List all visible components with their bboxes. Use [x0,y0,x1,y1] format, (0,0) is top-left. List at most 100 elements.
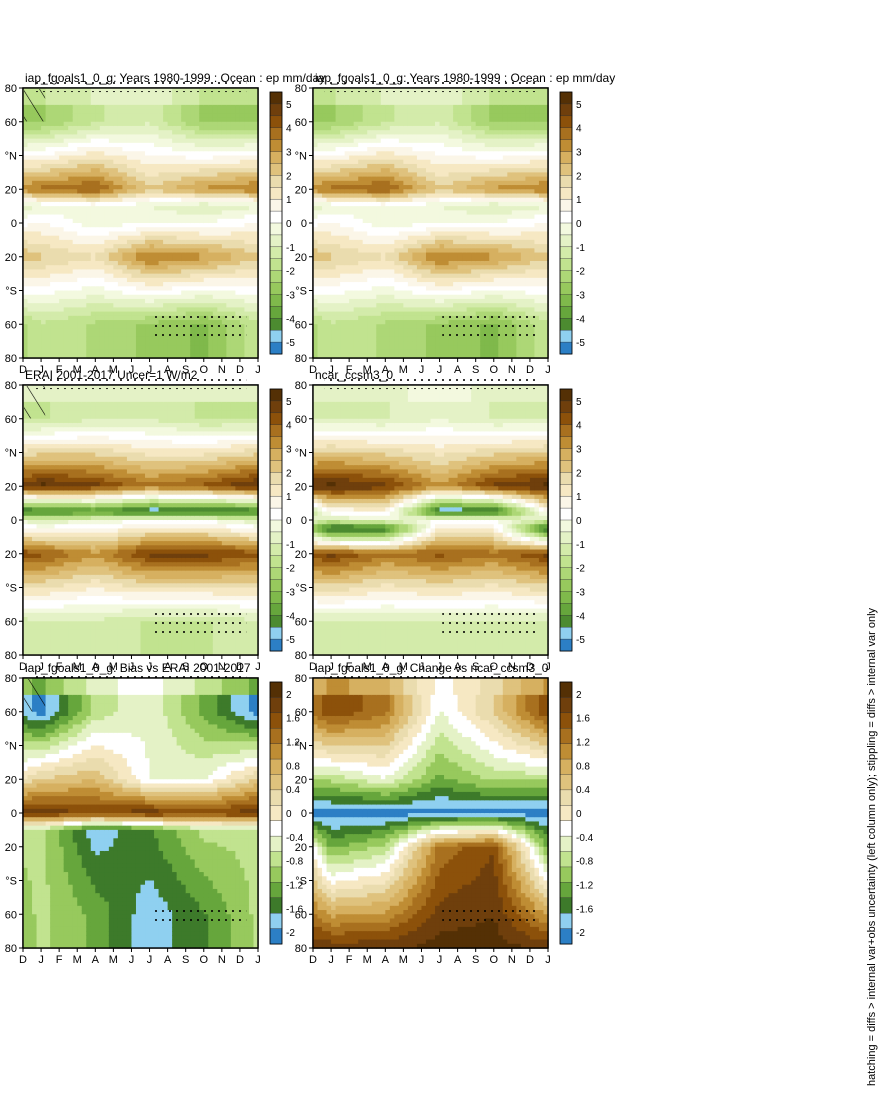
heatmap-cell [327,253,332,258]
heatmap-cell [145,122,150,127]
heatmap-cell [177,96,182,101]
heatmap-cell [222,181,227,186]
heatmap-cell [358,312,363,317]
heatmap-cell [417,118,422,123]
heatmap-cell [86,269,91,274]
heatmap-cell [50,151,55,156]
heatmap-cell [136,341,141,346]
heatmap-cell [64,350,69,355]
heatmap-cell [118,236,123,241]
heatmap-cell [363,105,368,110]
heatmap-cell [345,227,350,232]
heatmap-cell [390,168,395,173]
heatmap-cell [104,113,109,118]
heatmap-cell [154,337,159,342]
heatmap-cell [104,265,109,270]
heatmap-cell [354,269,359,274]
heatmap-cell [313,143,318,148]
heatmap-cell [100,109,105,114]
heatmap-cell [186,286,191,291]
heatmap-cell [73,177,78,182]
heatmap-cell [417,92,422,97]
heatmap-cell [399,299,404,304]
heatmap-cell [109,345,114,350]
heatmap-cell [226,227,231,232]
heatmap-cell [381,248,386,253]
heatmap-cell [235,240,240,245]
heatmap-cell [23,139,28,144]
heatmap-cell [403,156,408,161]
heatmap-cell [217,210,222,215]
heatmap-cell [59,181,64,186]
heatmap-cell [118,299,123,304]
heatmap-cell [154,181,159,186]
heatmap-cell [46,223,51,228]
heatmap-cell [190,177,195,182]
heatmap-cell [37,236,42,241]
heatmap-cell [249,350,254,355]
heatmap-cell [249,215,254,220]
heatmap-cell [318,101,323,106]
heatmap-cell [231,350,236,355]
heatmap-cell [109,198,114,203]
heatmap-cell [417,265,422,270]
heatmap-cell [100,261,105,266]
heatmap-cell [318,113,323,118]
heatmap-cell [163,274,168,279]
heatmap-cell [73,337,78,342]
heatmap-cell [222,202,227,207]
heatmap-cell [118,109,123,114]
heatmap-cell [177,105,182,110]
heatmap-cell [349,307,354,312]
heatmap-cell [145,109,150,114]
heatmap-cell [367,312,372,317]
heatmap-cell [213,198,218,203]
heatmap-cell [122,147,127,152]
heatmap-cell [59,236,64,241]
heatmap-cell [145,295,150,300]
heatmap-cell [345,244,350,249]
heatmap-cell [77,202,82,207]
heatmap-cell [349,350,354,355]
heatmap-cell [190,261,195,266]
heatmap-cell [249,96,254,101]
heatmap-cell [141,96,146,101]
heatmap-cell [244,168,249,173]
heatmap-cell [68,223,73,228]
heatmap-cell [127,92,132,97]
heatmap-cell [195,92,200,97]
heatmap-cell [59,105,64,110]
heatmap-cell [64,126,69,131]
heatmap-cell [403,328,408,333]
heatmap-cell [240,160,245,165]
heatmap-cell [73,231,78,236]
heatmap-cell [313,303,318,308]
heatmap-cell [331,312,336,317]
heatmap-cell [136,307,141,312]
heatmap-cell [86,223,91,228]
heatmap-cell [322,118,327,123]
heatmap-cell [421,215,426,220]
heatmap-cell [23,295,28,300]
heatmap-cell [154,109,159,114]
heatmap-cell [327,295,332,300]
heatmap-cell [168,261,173,266]
heatmap-cell [32,286,37,291]
heatmap-cell [177,219,182,224]
heatmap-cell [336,143,341,148]
heatmap-cell [318,193,323,198]
heatmap-cell [204,278,209,283]
heatmap-cell [154,160,159,165]
heatmap-cell [399,333,404,338]
heatmap-cell [163,215,168,220]
heatmap-cell [231,147,236,152]
heatmap-cell [403,244,408,249]
heatmap-cell [95,286,100,291]
heatmap-cell [358,198,363,203]
heatmap-cell [163,139,168,144]
heatmap-cell [399,109,404,114]
heatmap-cell [403,172,408,177]
heatmap-cell [113,193,118,198]
heatmap-cell [222,122,227,127]
heatmap-cell [50,134,55,139]
